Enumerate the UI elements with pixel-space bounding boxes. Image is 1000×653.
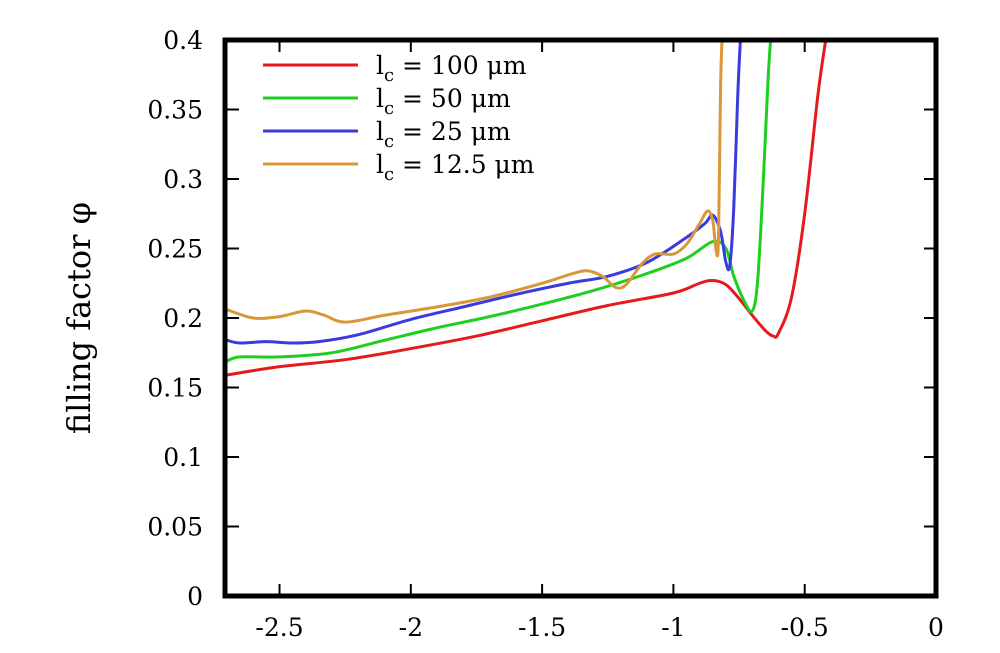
y-tick-label: 0.2 bbox=[163, 304, 203, 333]
y-tick-label: 0.25 bbox=[147, 235, 203, 264]
x-tick-label: -1 bbox=[661, 613, 685, 642]
axis-tick-labels: -2.5 -2 -1.5 -1 -0.5 0 0 0.05 0.1 0.15 0.2 0.25 0.3 0… bbox=[147, 26, 944, 642]
y-tick-label: 0.3 bbox=[163, 165, 203, 194]
y-tick-label: 0.15 bbox=[147, 374, 203, 403]
series-line-3 bbox=[227, 40, 742, 345]
series-line-1 bbox=[227, 40, 828, 377]
x-tick-label: -0.5 bbox=[781, 613, 829, 642]
series-line-4 bbox=[227, 40, 724, 324]
legend-label-3: lc = 25 μm bbox=[376, 117, 511, 152]
legend-label-2: lc = 50 μm bbox=[376, 84, 511, 119]
legend-label-1: lc = 100 μm bbox=[376, 51, 527, 86]
plot-curves bbox=[227, 40, 828, 377]
x-tick-label: -1.5 bbox=[518, 613, 566, 642]
y-tick-label: 0 bbox=[187, 582, 203, 611]
series-line-2 bbox=[227, 40, 773, 363]
y-tick-label: 0.05 bbox=[147, 513, 203, 542]
y-tick-label: 0.4 bbox=[163, 26, 203, 55]
y-axis-label: filling factor φ bbox=[60, 202, 98, 434]
x-tick-label: -2 bbox=[399, 613, 423, 642]
axis-ticks bbox=[227, 39, 937, 597]
y-tick-label: 0.1 bbox=[163, 443, 203, 472]
y-tick-label: 0.35 bbox=[147, 96, 203, 125]
x-tick-label: 0 bbox=[928, 613, 944, 642]
x-tick-label: -2.5 bbox=[255, 613, 303, 642]
legend-label-4: lc = 12.5 μm bbox=[376, 150, 535, 185]
